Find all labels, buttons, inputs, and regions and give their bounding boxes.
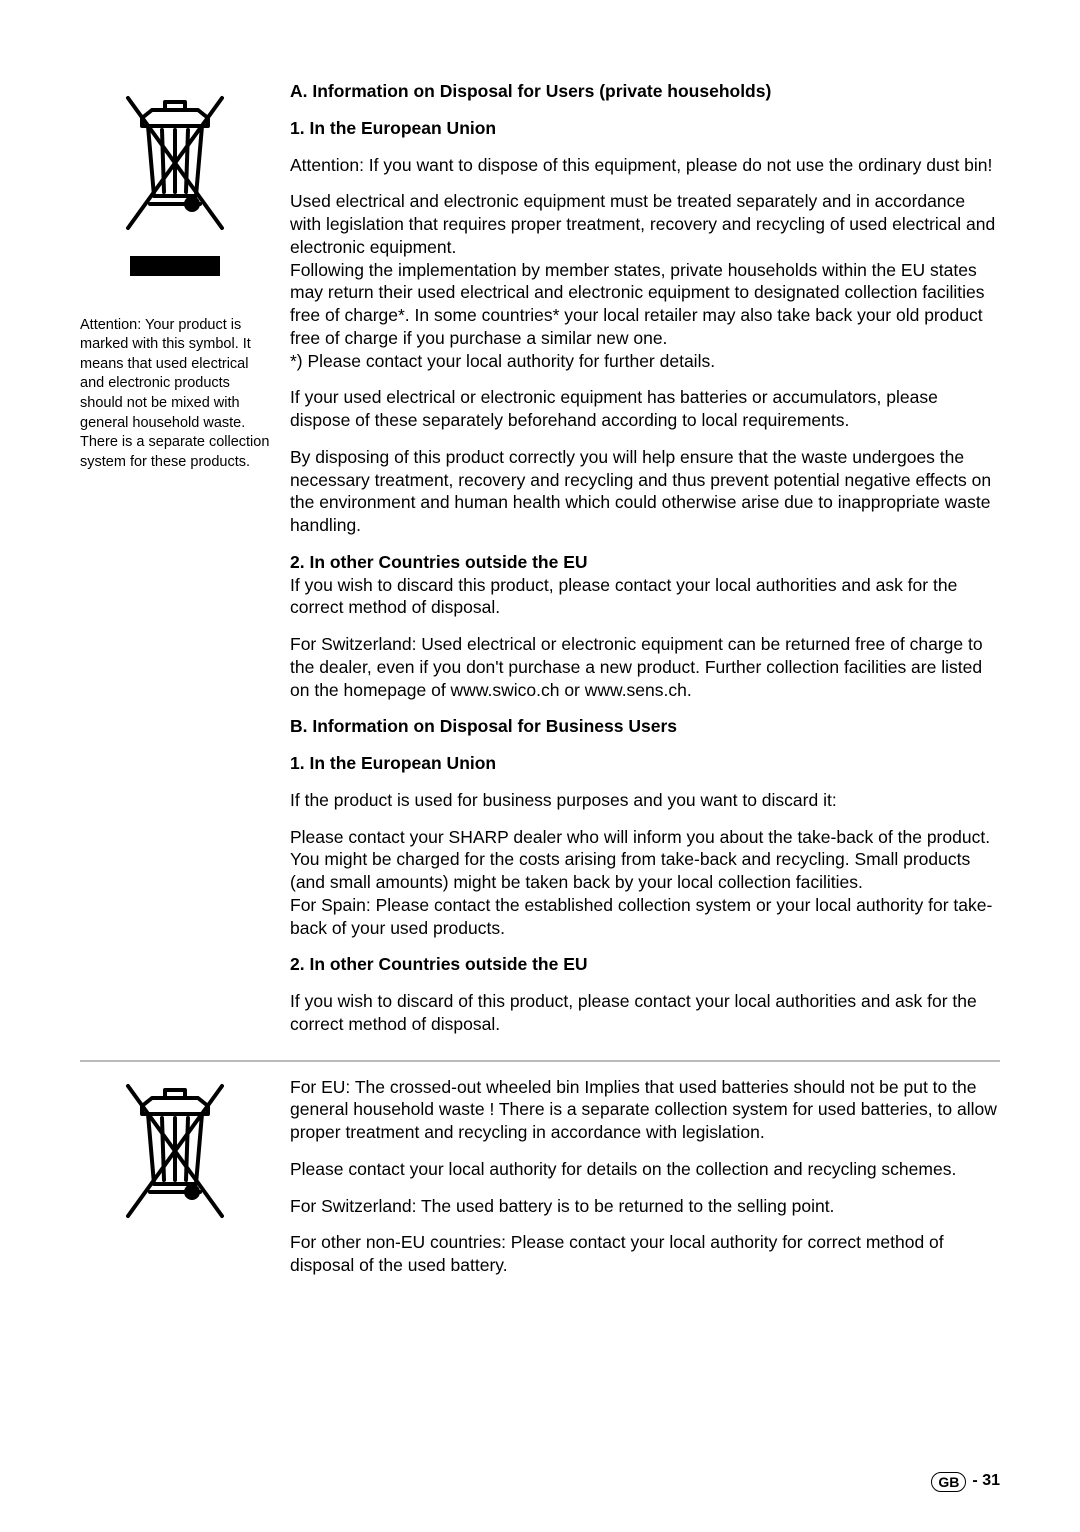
section-b-eu-title: 1. In the European Union <box>290 752 1000 775</box>
page-footer: GB - 31 <box>931 1471 1000 1492</box>
paragraph: If the product is used for business purp… <box>290 789 1000 812</box>
paragraph: Following the implementation by member s… <box>290 259 1000 350</box>
paragraph: If you wish to discard this product, ple… <box>290 574 1000 620</box>
paragraph: For Switzerland: The used battery is to … <box>290 1195 1000 1218</box>
top-section: Attention: Your product is marked with t… <box>80 80 1000 1050</box>
paragraph: Please contact your SHARP dealer who wil… <box>290 826 1000 894</box>
weee-battery-icon <box>110 1076 270 1232</box>
paragraph: Used electrical and electronic equipment… <box>290 190 1000 258</box>
battery-sidebar <box>80 1076 290 1232</box>
paragraph: For Switzerland: Used electrical or elec… <box>290 633 1000 701</box>
paragraph: For Spain: Please contact the establishe… <box>290 894 1000 940</box>
section-divider <box>80 1060 1000 1062</box>
paragraph: Please contact your local authority for … <box>290 1158 1000 1181</box>
page-number: - 31 <box>972 1471 1000 1492</box>
section-a-eu-title: 1. In the European Union <box>290 117 1000 140</box>
battery-section: For EU: The crossed-out wheeled bin Impl… <box>80 1076 1000 1291</box>
paragraph: For EU: The crossed-out wheeled bin Impl… <box>290 1076 1000 1144</box>
sidebar: Attention: Your product is marked with t… <box>80 80 290 472</box>
paragraph: For other non-EU countries: Please conta… <box>290 1231 1000 1277</box>
section-a-other-title: 2. In other Countries outside the EU <box>290 551 1000 574</box>
paragraph: By disposing of this product correctly y… <box>290 446 1000 537</box>
section-a-title: A. Information on Disposal for Users (pr… <box>290 80 1000 103</box>
paragraph: If your used electrical or electronic eq… <box>290 386 1000 432</box>
black-bar <box>130 256 220 276</box>
weee-icon <box>110 88 270 244</box>
paragraph: If you wish to discard of this product, … <box>290 990 1000 1036</box>
battery-content: For EU: The crossed-out wheeled bin Impl… <box>290 1076 1000 1291</box>
sidebar-caption: Attention: Your product is marked with t… <box>80 316 270 473</box>
main-content: A. Information on Disposal for Users (pr… <box>290 80 1000 1050</box>
section-b-title: B. Information on Disposal for Business … <box>290 715 1000 738</box>
language-badge: GB <box>931 1472 966 1492</box>
paragraph: Attention: If you want to dispose of thi… <box>290 154 1000 177</box>
section-b-other-title: 2. In other Countries outside the EU <box>290 953 1000 976</box>
paragraph: *) Please contact your local authority f… <box>290 350 1000 373</box>
page: Attention: Your product is marked with t… <box>0 0 1080 1291</box>
